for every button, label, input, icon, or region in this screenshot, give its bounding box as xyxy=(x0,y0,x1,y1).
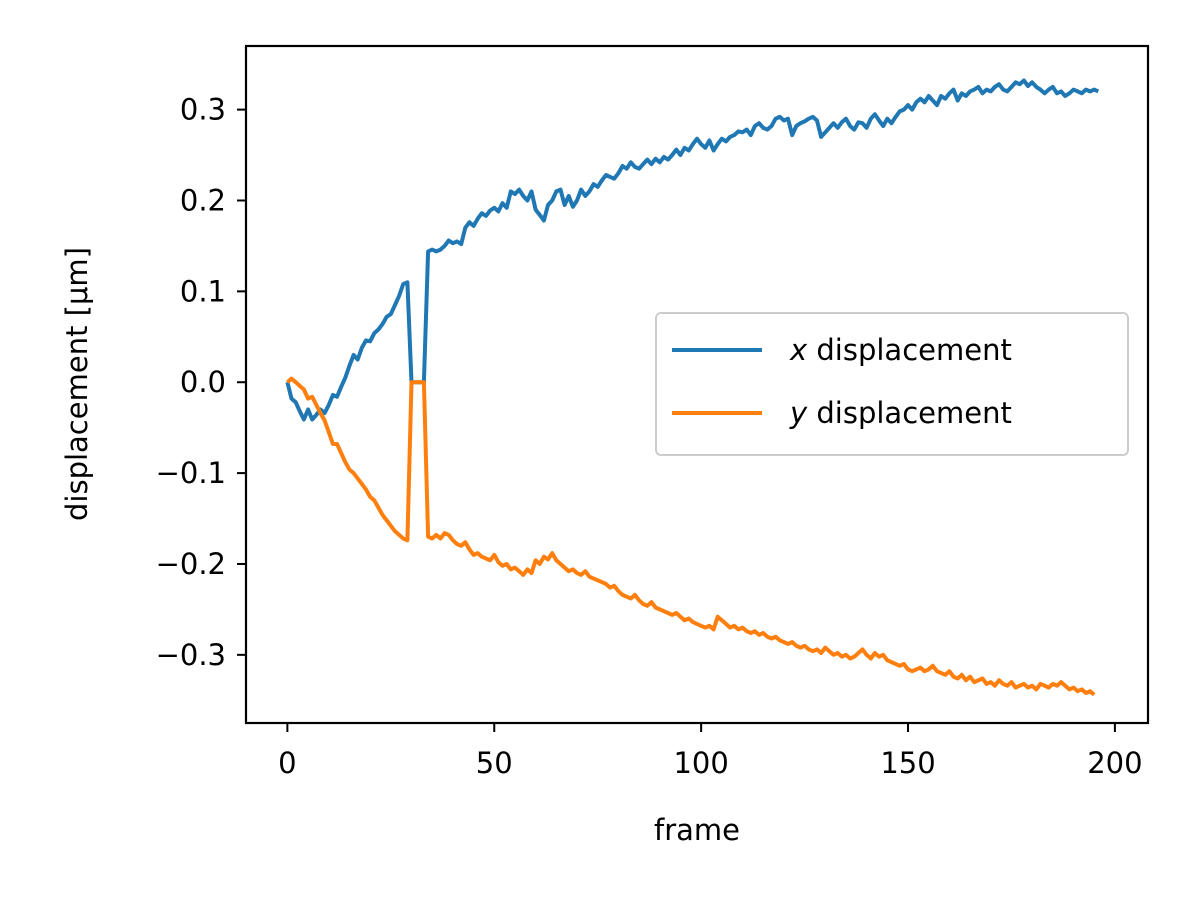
x-axis-label: frame xyxy=(654,813,740,847)
plot-frame xyxy=(244,44,1150,725)
legend-label-x-displacement: x displacement xyxy=(789,333,1012,367)
legend-label-y-symbol: y xyxy=(789,396,808,430)
x-axis-ticks: 0 50 100 150 200 xyxy=(278,723,1143,780)
y-axis-ticks: −0.3 −0.2 −0.1 0.0 0.1 0.2 0.3 xyxy=(156,93,246,672)
y-tick-label: −0.2 xyxy=(156,547,226,581)
x-tick-label: 100 xyxy=(673,746,728,780)
y-axis-label: displacement [μm] xyxy=(60,247,94,521)
x-tick-label: 200 xyxy=(1087,746,1142,780)
y-tick-label: 0.0 xyxy=(180,365,226,399)
legend-box xyxy=(655,312,1129,456)
y-tick-label: 0.1 xyxy=(180,274,226,308)
x-tick-label: 0 xyxy=(278,746,296,780)
legend-label-y-displacement: y displacement xyxy=(789,396,1012,430)
y-tick-label: 0.2 xyxy=(180,183,226,217)
x-tick-label: 50 xyxy=(476,746,513,780)
legend-label-x-text: displacement xyxy=(807,333,1012,367)
y-tick-label: −0.3 xyxy=(156,638,226,672)
legend: x displacement y displacement xyxy=(655,312,1129,456)
legend-label-x-symbol: x xyxy=(789,333,808,367)
y-tick-label: 0.3 xyxy=(180,93,226,127)
series-layer xyxy=(285,78,1100,697)
y-tick-label: −0.1 xyxy=(156,456,226,490)
x-tick-label: 150 xyxy=(880,746,935,780)
series-line-y-displacement xyxy=(286,376,1096,697)
legend-label-y-text: displacement xyxy=(807,396,1012,430)
